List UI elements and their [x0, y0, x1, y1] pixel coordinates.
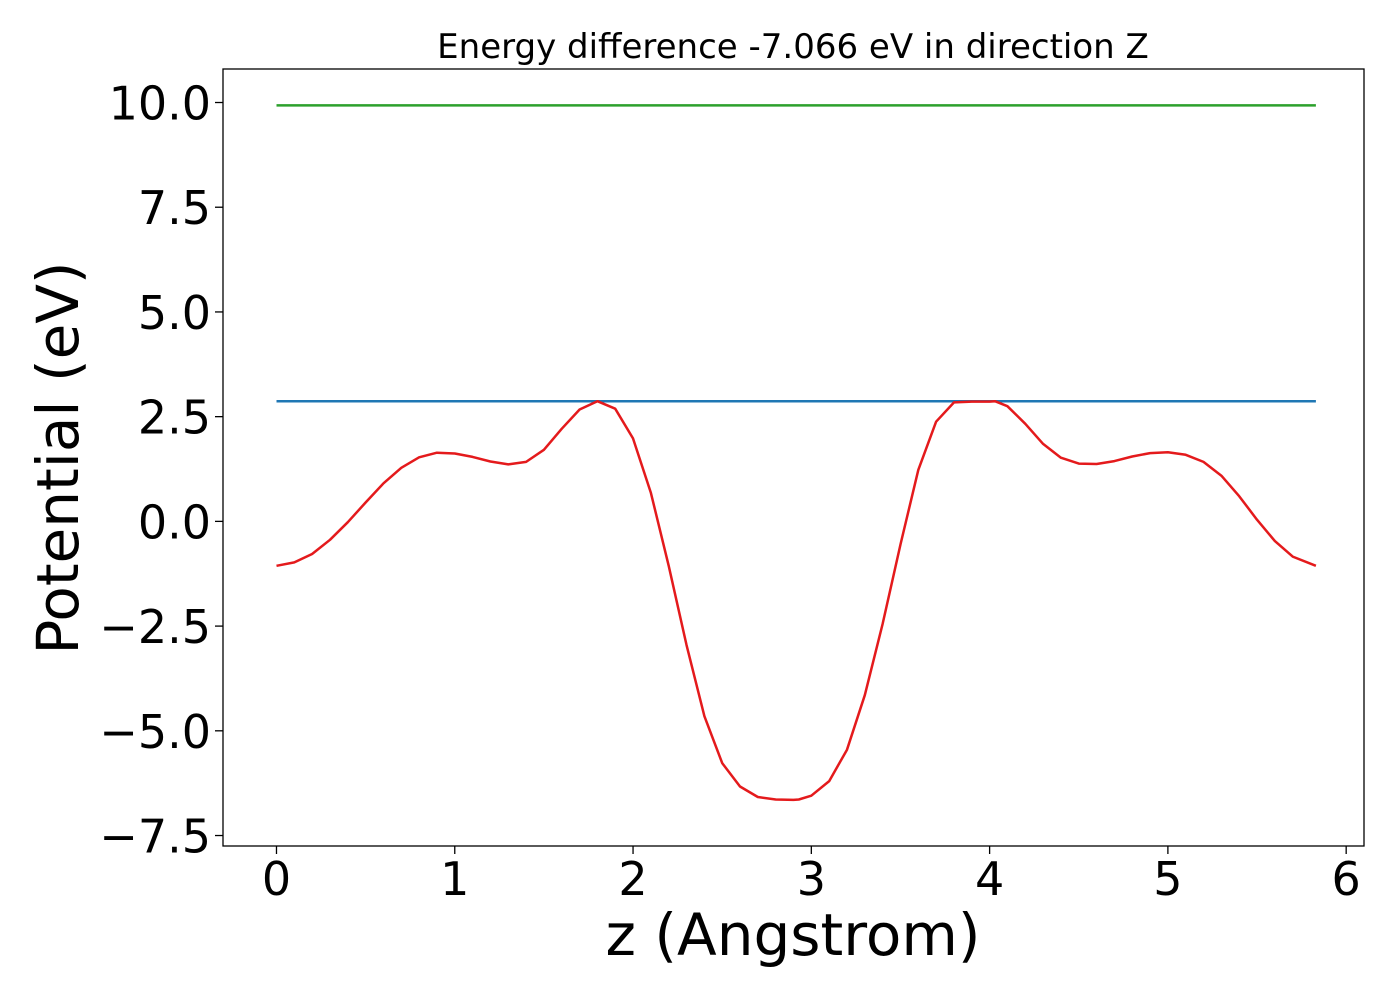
y-tick-label: 2.5	[138, 391, 211, 445]
y-axis-ticks: −7.5 −5.0 −2.5 0.0 2.5 5.0 7.5 10.0	[99, 77, 223, 864]
x-tick-label: 1	[440, 852, 469, 906]
y-tick-label: −7.5	[99, 810, 211, 864]
chart-title: Energy difference -7.066 eV in direction…	[437, 27, 1149, 67]
x-tick-label: 2	[618, 852, 647, 906]
x-tick-label: 5	[1153, 852, 1182, 906]
y-tick-label: 5.0	[138, 286, 211, 340]
y-axis-label: Potential (eV)	[24, 261, 92, 654]
y-tick-label: 10.0	[109, 77, 211, 131]
x-axis-ticks: 0 1 2 3 4 5 6	[262, 846, 1361, 906]
plot-area-frame	[222, 68, 1365, 847]
series-layer	[276, 104, 1317, 802]
y-tick-label: 0.0	[138, 495, 211, 549]
series-line-2	[276, 399, 1317, 802]
y-tick-label: −2.5	[99, 600, 211, 654]
x-axis-label: z (Angstrom)	[606, 901, 981, 969]
x-tick-label: 3	[797, 852, 826, 906]
x-tick-label: 6	[1332, 852, 1361, 906]
y-tick-label: 7.5	[138, 181, 211, 235]
y-tick-label: −5.0	[99, 705, 211, 759]
x-tick-label: 4	[975, 852, 1004, 906]
x-tick-label: 0	[262, 852, 291, 906]
